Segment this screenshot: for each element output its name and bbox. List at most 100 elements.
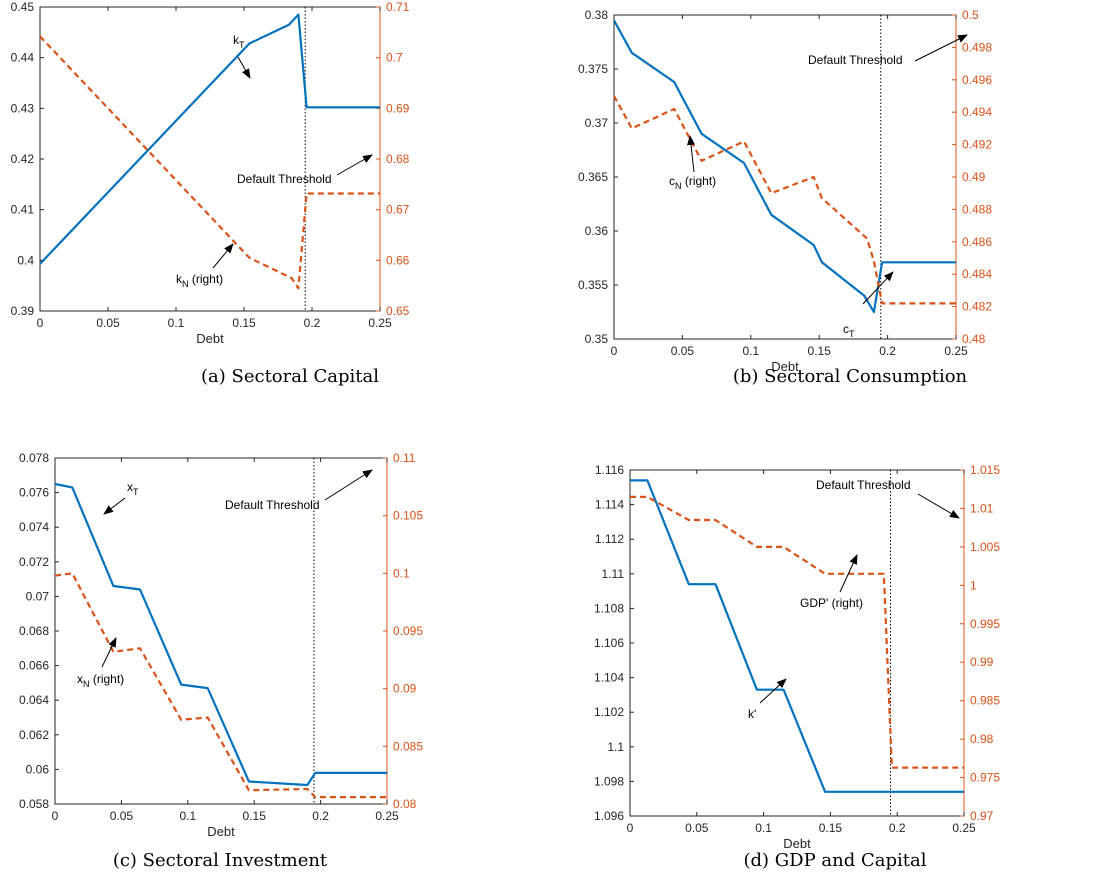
annotation-label: Default Threshold [808, 53, 903, 67]
y-right-tick-label: 1 [970, 578, 977, 592]
y-left-tick-label: 0.375 [578, 62, 608, 76]
x-tick-label: 0.25 [375, 809, 399, 823]
annotation-arrow [914, 34, 968, 62]
y-right-tick-label: 0.69 [386, 101, 410, 115]
y-left-tick-label: 1.11 [602, 567, 625, 581]
y-left-tick-label: 1.096 [594, 809, 624, 823]
x-tick-label: 0.15 [243, 809, 267, 823]
y-right-tick-label: 0.68 [386, 152, 410, 166]
y-right-tick-label: 0.5 [962, 8, 979, 22]
y-left-tick-label: 1.104 [594, 671, 624, 685]
annotation-arrow [759, 678, 787, 704]
series-line-left-axis [39, 13, 380, 265]
x-axis-label: Debt [783, 836, 811, 851]
x-tick-label: 0.2 [889, 821, 906, 835]
y-left-tick-label: 0.066 [19, 659, 49, 673]
annotation-label: Default Threshold [225, 498, 320, 512]
y-right-tick-label: 0.985 [970, 694, 1000, 708]
x-axis-label: Debt [196, 331, 224, 346]
series-line-left-axis [613, 19, 956, 314]
plot-frame [613, 14, 957, 340]
annotation-arrow [101, 637, 117, 668]
y-left-tick-label: 0.42 [11, 152, 35, 166]
y-right-tick-label: 0.494 [962, 105, 992, 119]
y-right-tick-label: 0.65 [386, 304, 410, 318]
y-left-tick-label: 0.39 [11, 304, 35, 318]
annotation-arrow [839, 554, 858, 593]
annotation-arrow [103, 497, 126, 515]
y-right-tick-label: 1.015 [970, 463, 1000, 477]
x-tick-label: 0.2 [312, 809, 329, 823]
plot-frame [39, 6, 381, 312]
y-left-tick-label: 0.07 [26, 589, 50, 603]
y-left-tick-label: 0.068 [19, 624, 49, 638]
y-left-tick-label: 1.098 [594, 774, 624, 788]
plot-frame [629, 469, 965, 817]
y-right-tick-label: 1.01 [970, 501, 994, 515]
annotation-arrow [237, 56, 251, 79]
annotation-label: k' [748, 707, 756, 721]
chart-panel-3: 0 0.05 0.1 0.15 0.2 0.25 0.058 0.06 0.062 0.064 0.… [19, 451, 423, 871]
y-left-tick-label: 0.058 [19, 797, 49, 811]
y-left-tick-label: 0.44 [11, 51, 35, 65]
x-tick-label: 0 [627, 821, 634, 835]
y-left-tick-label: 0.43 [11, 101, 35, 115]
panel-caption: (a) Sectoral Capital [201, 366, 379, 387]
y-right-tick-label: 0.49 [962, 170, 986, 184]
y-left-tick-label: 0.4 [17, 253, 34, 267]
annotation-label: xT [127, 480, 139, 497]
y-left-tick-label: 0.37 [585, 116, 609, 130]
annotation-label: Default Threshold [237, 172, 332, 186]
chart-panel-1: 0 0.05 0.1 0.15 0.2 0.25 0.39 0.4 0.41 0.42 0.43 0.… [11, 0, 410, 387]
x-tick-label: 0.25 [944, 344, 968, 358]
x-tick-label: 0.1 [168, 316, 185, 330]
chart-panel-2: 0 0.05 0.1 0.15 0.2 0.25 0.35 0.355 0.36 0.365 0.3… [578, 8, 992, 387]
x-tick-label: 0.15 [808, 344, 832, 358]
y-left-tick-label: 0.45 [11, 0, 35, 14]
y-left-tick-label: 0.35 [585, 332, 609, 346]
panel-caption: (b) Sectoral Consumption [733, 366, 968, 387]
annotation-arrow [336, 154, 373, 176]
x-tick-label: 0.1 [742, 344, 759, 358]
y-left-tick-label: 0.062 [19, 728, 49, 742]
y-right-tick-label: 1.005 [970, 540, 1000, 554]
y-right-tick-label: 0.486 [962, 235, 992, 249]
series-line-left-axis [54, 482, 387, 787]
x-tick-label: 0 [37, 316, 44, 330]
y-right-tick-label: 0.496 [962, 73, 992, 87]
x-tick-label: 0.25 [368, 316, 392, 330]
x-tick-label: 0.05 [685, 821, 709, 835]
annotation-arrow [862, 271, 894, 305]
x-tick-label: 0 [611, 344, 618, 358]
x-tick-label: 0.15 [232, 316, 256, 330]
y-right-tick-label: 0.67 [386, 203, 410, 217]
x-tick-label: 0.1 [179, 809, 196, 823]
annotation-label: cT [843, 322, 855, 339]
x-axis-label: Debt [771, 359, 799, 374]
y-right-tick-label: 0.99 [970, 655, 994, 669]
x-tick-label: 0.1 [755, 821, 772, 835]
series-line-right-axis [39, 35, 380, 290]
x-tick-label: 0.05 [671, 344, 695, 358]
y-right-tick-label: 0.085 [393, 739, 423, 753]
y-right-tick-label: 0.498 [962, 40, 992, 54]
annotation-arrow [917, 493, 960, 519]
y-right-tick-label: 0.7 [386, 51, 403, 65]
annotation-label: kT [233, 33, 245, 50]
x-tick-label: 0 [52, 809, 59, 823]
y-right-tick-label: 0.095 [393, 624, 423, 638]
annotation-arrow [212, 243, 234, 269]
annotation-label: kN (right) [176, 272, 223, 289]
y-right-tick-label: 0.48 [962, 332, 986, 346]
x-tick-label: 0.15 [819, 821, 843, 835]
panel-caption: (c) Sectoral Investment [113, 850, 328, 871]
y-right-tick-label: 0.482 [962, 300, 992, 314]
y-right-tick-label: 0.11 [393, 451, 416, 465]
chart-panel-4: 0 0.05 0.1 0.15 0.2 0.25 1.096 1.098 1.1 1.102 1.1… [594, 463, 1000, 871]
y-right-tick-label: 0.488 [962, 202, 992, 216]
panel-caption: (d) GDP and Capital [743, 850, 926, 871]
x-tick-label: 0.25 [952, 821, 976, 835]
y-right-tick-label: 0.98 [970, 732, 994, 746]
y-left-tick-label: 1.106 [594, 636, 624, 650]
y-left-tick-label: 0.076 [19, 486, 49, 500]
